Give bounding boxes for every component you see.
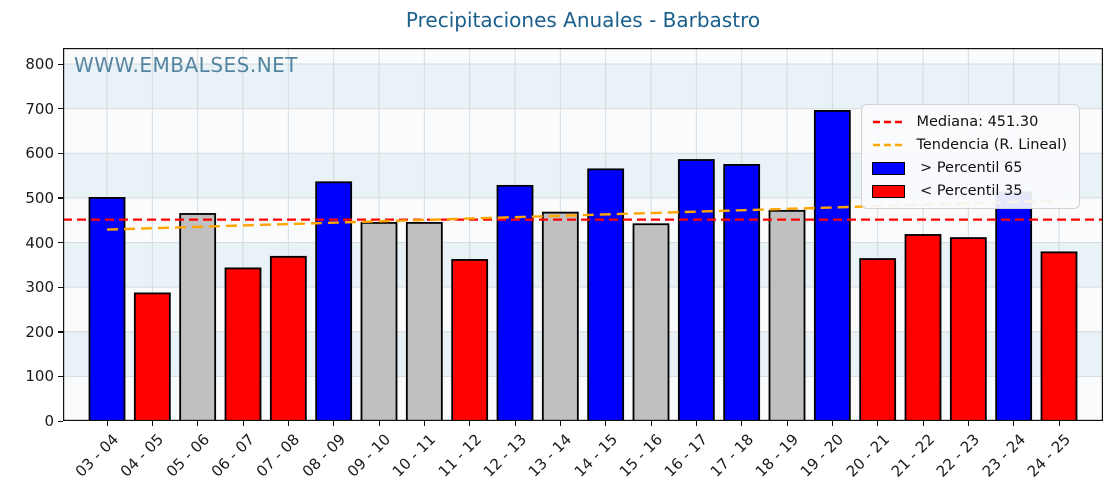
y-tick-label: 0 bbox=[44, 412, 54, 430]
bar-09-10 bbox=[360, 221, 398, 421]
bar-07-08 bbox=[269, 255, 307, 421]
y-tick-label: 700 bbox=[25, 99, 54, 118]
x-tick-mark bbox=[423, 421, 426, 426]
y-tick-label: 500 bbox=[25, 188, 54, 207]
legend-rect-swatch bbox=[872, 184, 906, 198]
y-tick-mark bbox=[58, 420, 63, 422]
bar-18-19 bbox=[768, 209, 806, 421]
bar-12-13 bbox=[496, 184, 534, 421]
x-tick-mark bbox=[378, 421, 380, 426]
bar-21-22 bbox=[904, 234, 942, 421]
x-tick-mark bbox=[242, 421, 244, 426]
bar-20-21 bbox=[859, 258, 897, 421]
x-tick-mark bbox=[650, 421, 652, 426]
x-tick-mark bbox=[333, 421, 335, 426]
x-tick-mark bbox=[831, 421, 834, 426]
y-tick-label: 800 bbox=[25, 55, 54, 74]
y-tick-label: 300 bbox=[25, 278, 54, 297]
y-tick-mark bbox=[58, 108, 63, 110]
trend-line bbox=[106, 199, 1060, 231]
x-tick-mark bbox=[922, 421, 924, 426]
legend-item: < Percentil 35 bbox=[872, 183, 1067, 199]
background-band bbox=[63, 331, 1103, 377]
bar-17-18 bbox=[723, 163, 761, 421]
legend: Mediana: 451.30 Tendencia (R. Lineal) > P… bbox=[861, 104, 1080, 209]
legend-label: Mediana: 451.30 bbox=[916, 114, 1039, 130]
legend-item: Mediana: 451.30 bbox=[872, 114, 1067, 130]
y-tick-label: 100 bbox=[25, 367, 54, 386]
x-tick-mark bbox=[695, 421, 698, 426]
bar-11-12 bbox=[451, 259, 489, 421]
legend-item: > Percentil 65 bbox=[872, 160, 1067, 176]
x-tick-mark bbox=[151, 421, 154, 426]
x-tick-mark bbox=[967, 421, 970, 426]
y-tick-mark bbox=[58, 197, 63, 199]
y-tick-mark bbox=[58, 152, 63, 155]
legend-label: Tendencia (R. Lineal) bbox=[916, 137, 1067, 153]
bar-08-09 bbox=[315, 181, 353, 421]
y-tick-mark bbox=[58, 331, 63, 333]
bar-14-15 bbox=[587, 168, 625, 421]
y-tick-label: 200 bbox=[25, 322, 54, 341]
x-tick-mark bbox=[197, 421, 199, 426]
bar-23-24 bbox=[995, 191, 1033, 421]
legend-rect-swatch bbox=[872, 161, 906, 175]
x-tick-mark bbox=[605, 421, 607, 426]
y-tick-label: 400 bbox=[25, 233, 54, 252]
x-tick-mark bbox=[469, 421, 471, 426]
y-tick-mark bbox=[58, 63, 63, 65]
chart-title: Precipitaciones Anuales - Barbastro bbox=[405, 8, 761, 32]
bar-05-06 bbox=[179, 213, 217, 421]
y-tick-mark bbox=[58, 286, 63, 288]
y-tick-label: 600 bbox=[25, 144, 54, 163]
x-tick-mark bbox=[1058, 421, 1060, 426]
x-tick-mark bbox=[786, 421, 788, 426]
bar-06-07 bbox=[224, 267, 262, 421]
axes-spine bbox=[63, 48, 1103, 421]
legend-label: < Percentil 35 bbox=[915, 183, 1023, 199]
x-tick-mark bbox=[1013, 421, 1015, 426]
legend-dashed-line-swatch bbox=[873, 120, 906, 124]
x-tick-mark bbox=[514, 421, 516, 426]
legend-item: Tendencia (R. Lineal) bbox=[872, 137, 1067, 153]
bar-13-14 bbox=[541, 211, 579, 421]
bar-03-04 bbox=[88, 197, 126, 421]
bar-22-23 bbox=[949, 237, 987, 421]
x-tick-mark bbox=[877, 421, 879, 426]
background-band bbox=[63, 242, 1103, 288]
x-tick-mark bbox=[287, 421, 290, 426]
legend-label: > Percentil 65 bbox=[915, 160, 1023, 176]
x-tick-mark bbox=[741, 421, 743, 426]
x-tick-mark bbox=[559, 421, 562, 426]
legend-dashed-line-swatch bbox=[873, 143, 906, 147]
bar-19-20 bbox=[813, 110, 851, 421]
bar-24-25 bbox=[1040, 251, 1078, 421]
bar-15-16 bbox=[632, 223, 670, 421]
y-tick-mark bbox=[58, 375, 63, 378]
plot-area: WWW.EMBALSES.NET Mediana: 451.30 Tendenci… bbox=[63, 48, 1103, 421]
bar-04-05 bbox=[133, 292, 171, 421]
y-tick-mark bbox=[58, 242, 63, 244]
x-tick-mark bbox=[106, 421, 108, 426]
bar-16-17 bbox=[677, 159, 715, 421]
background-band bbox=[63, 64, 1103, 109]
bar-10-11 bbox=[405, 221, 443, 421]
